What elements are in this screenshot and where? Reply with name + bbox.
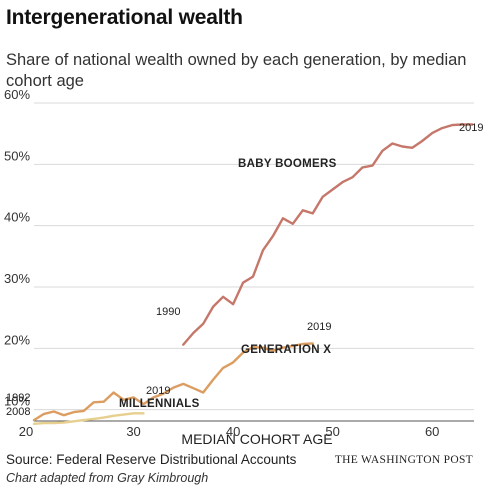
label-generation-x-start-year: 1992 bbox=[6, 392, 30, 404]
y-tick-label-40: 40% bbox=[4, 210, 30, 225]
chart-subtitle: Share of national wealth owned by each g… bbox=[6, 51, 467, 90]
y-tick-label-50: 50% bbox=[4, 148, 30, 163]
y-tick-label-30: 30% bbox=[4, 271, 30, 286]
label-baby-boomers: BABY BOOMERS bbox=[238, 158, 337, 170]
x-axis-tick-labels: 20 30 40 50 60 bbox=[19, 424, 440, 439]
label-millennials-end-year: 2019 bbox=[146, 385, 170, 397]
source-note: Source: Federal Reserve Distributional A… bbox=[6, 452, 297, 467]
x-tick-label-60: 60 bbox=[425, 424, 439, 439]
line-chart: 10% 20% 30% 40% 50% 60% 20 30 40 50 60 BABY BOOME… bbox=[4, 87, 483, 447]
series-lines bbox=[32, 123, 474, 425]
y-tick-label-10: 10% bbox=[4, 394, 30, 409]
series-labels: BABY BOOMERS GENERATION X MILLENNIALS 1990 2… bbox=[6, 122, 483, 418]
publisher-brand: THE WASHINGTON POST bbox=[334, 454, 473, 466]
label-millennials: MILLENNIALS bbox=[119, 398, 200, 410]
series-line-generation-x bbox=[32, 342, 314, 422]
chart-title: Intergenerational wealth bbox=[6, 6, 243, 29]
label-generation-x-end-year: 2019 bbox=[307, 321, 331, 333]
x-tick-label-50: 50 bbox=[325, 424, 339, 439]
credit-note: Chart adapted from Gray Kimbrough bbox=[6, 471, 209, 485]
x-axis-title: MEDIAN COHORT AGE bbox=[181, 431, 332, 447]
y-tick-label-60: 60% bbox=[4, 87, 30, 102]
x-tick-label-30: 30 bbox=[126, 424, 140, 439]
label-generation-x: GENERATION X bbox=[241, 344, 331, 356]
y-axis-tick-labels: 10% 20% 30% 40% 50% 60% bbox=[4, 87, 30, 409]
y-tick-label-20: 20% bbox=[4, 332, 30, 347]
x-tick-label-40: 40 bbox=[226, 424, 240, 439]
grid-lines bbox=[34, 102, 474, 422]
label-millennials-start-year: 2008 bbox=[6, 406, 30, 418]
x-tick-label-20: 20 bbox=[19, 424, 33, 439]
label-baby-boomers-end-year: 2019 bbox=[459, 122, 483, 134]
series-line-millennials bbox=[32, 412, 145, 425]
series-line-baby-boomers bbox=[182, 123, 474, 346]
label-baby-boomers-start-year: 1990 bbox=[156, 306, 180, 318]
